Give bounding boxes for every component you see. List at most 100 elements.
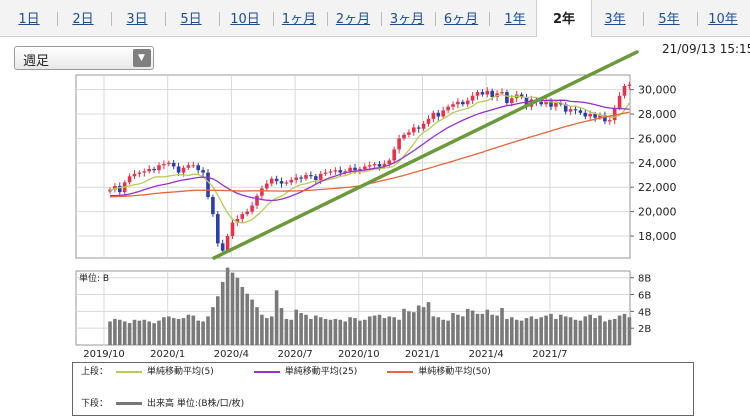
candle-body [196, 165, 200, 171]
candle-body [480, 92, 485, 95]
candle-body [519, 94, 524, 97]
volume-bar [225, 267, 230, 345]
volume-bar [470, 310, 475, 345]
tab-5[interactable]: 10日 [230, 12, 260, 27]
candle-body [201, 170, 205, 173]
tab-11[interactable]: 2年 [536, 0, 592, 37]
volume-bar [612, 318, 617, 345]
volume-bar [167, 316, 171, 345]
volume-bar [157, 320, 161, 345]
candle-body [363, 166, 367, 169]
volume-bar [421, 307, 426, 345]
candle-body [265, 183, 269, 189]
candle-body [612, 107, 617, 121]
tab-2[interactable]: 2日 [72, 12, 94, 27]
candle-body [294, 177, 298, 180]
volume-bar [392, 317, 396, 345]
tab-separator [381, 12, 382, 26]
legend-upper-row: 上段： 単純移動平均(5) 単純移動平均(25) 単純移動平均(50) [81, 365, 491, 379]
candle-body [137, 172, 142, 174]
volume-bar [181, 318, 186, 345]
price-tick-label: 26,000 [638, 132, 677, 145]
tab-14[interactable]: 10年 [708, 12, 738, 27]
volume-bar [510, 317, 514, 345]
candle-body [157, 165, 161, 171]
volume-bar [598, 315, 602, 345]
volume-bar [426, 302, 431, 345]
volume-bar [387, 316, 392, 345]
timeframe-select[interactable]: 週足 ▼ [14, 46, 154, 70]
volume-bar [348, 317, 352, 345]
tab-4[interactable]: 5日 [180, 12, 202, 27]
volume-bar [294, 309, 298, 345]
tab-separator [219, 12, 220, 26]
candle-body [416, 127, 421, 129]
candle-body [470, 95, 475, 101]
legend-upper-label: 上段： [81, 367, 109, 377]
tab-9[interactable]: 6ヶ月 [443, 12, 479, 27]
x-tick-label: 2020/4 [214, 349, 249, 360]
candle-body [240, 214, 245, 219]
tab-1[interactable]: 1日 [18, 12, 40, 27]
tab-8[interactable]: 3ヶ月 [389, 12, 425, 27]
price-tick-label: 28,000 [638, 108, 677, 121]
volume-bar [372, 315, 377, 345]
candle-body [578, 110, 583, 113]
candle-body [328, 171, 333, 173]
tab-separator [57, 12, 58, 26]
x-tick-label: 2021/4 [469, 349, 504, 360]
volume-bar [299, 313, 303, 345]
candle-body [152, 168, 156, 171]
candle-body [431, 112, 436, 119]
candle-body [216, 214, 220, 244]
tab-separator [435, 12, 436, 26]
candle-body [269, 178, 274, 184]
volume-bar [122, 321, 127, 345]
candle-body [387, 160, 392, 165]
candle-body [617, 95, 622, 108]
candle-body [250, 205, 254, 212]
candle-body [505, 92, 509, 104]
candle-body [456, 101, 460, 105]
candle-body [563, 104, 568, 112]
candle-body [372, 164, 377, 166]
tab-separator [697, 12, 698, 26]
candle-body [608, 120, 612, 122]
volume-bar [485, 309, 490, 345]
tab-separator [643, 12, 644, 26]
candle-body [451, 104, 455, 107]
price-tick-label: 22,000 [638, 181, 677, 194]
candle-body [436, 112, 441, 117]
tab-6[interactable]: 1ヶ月 [281, 12, 317, 27]
tab-12[interactable]: 3年 [604, 12, 626, 27]
volume-bar [505, 318, 509, 345]
candle-body [539, 101, 543, 105]
volume-bar [235, 277, 240, 345]
candle-body [167, 162, 171, 165]
candle-body [225, 236, 230, 251]
candle-body [402, 134, 406, 139]
candle-body [147, 168, 151, 172]
tab-3[interactable]: 3日 [126, 12, 148, 27]
candle-body [318, 173, 323, 180]
volume-bar [578, 320, 583, 345]
volume-bar [563, 316, 568, 345]
candle-body [353, 167, 357, 171]
volume-bar [627, 317, 632, 345]
period-tab-bar: 1日 2日 3日 5日 10日 1ヶ月 2ヶ月 3ヶ月 6ヶ月 1年 2年 3年 5年 10年 [0, 0, 750, 37]
volume-tick-label: 6B [638, 291, 651, 302]
tab-10[interactable]: 1年 [504, 12, 526, 27]
candle-body [627, 84, 632, 86]
volume-bar [289, 319, 294, 345]
volume-bar [220, 281, 225, 345]
volume-bar [230, 272, 235, 345]
volume-bar [118, 319, 122, 345]
volume-bar [245, 293, 249, 345]
tab-13[interactable]: 5年 [658, 12, 680, 27]
candle-body [397, 138, 401, 150]
volume-bar [260, 314, 264, 345]
tab-7[interactable]: 2ヶ月 [335, 12, 371, 27]
volume-bar [142, 319, 147, 345]
volume-bar [514, 319, 519, 345]
